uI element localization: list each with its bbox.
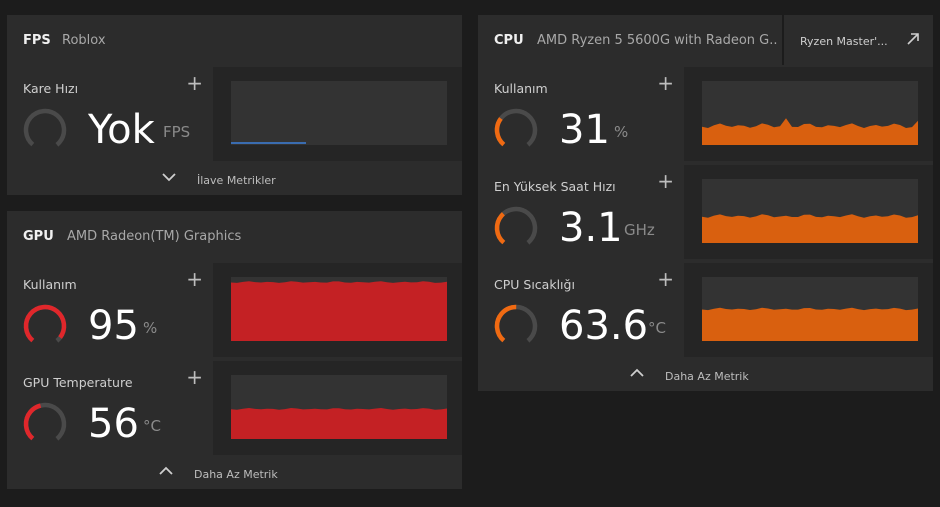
fps-header: FPS Roblox: [7, 15, 462, 65]
cpu-footer-label: Daha Az Metrik: [665, 370, 749, 383]
metric-label: Kullanım: [23, 277, 77, 292]
gpu-metric-row-usage: Kullanım + 95 %: [7, 263, 462, 357]
cpu-header: CPU AMD Ryzen 5 5600G with Radeon G...: [478, 15, 782, 65]
cpu-temp-graph: [702, 277, 918, 341]
chevron-up-icon: [159, 466, 173, 475]
ryzen-master-label: Ryzen Master'...: [800, 35, 888, 48]
gauge-icon: [494, 108, 538, 152]
metric-value: 3.1: [559, 205, 623, 251]
cpu-subtitle: AMD Ryzen 5 5600G with Radeon G...: [537, 33, 777, 48]
metric-value: Yok: [88, 107, 155, 153]
external-link-icon: [907, 33, 919, 45]
cpu-usage-graph: [702, 81, 918, 145]
gpu-panel: GPU AMD Radeon(TM) Graphics Kullanım + 9…: [7, 211, 462, 489]
cpu-panel: CPU AMD Ryzen 5 5600G with Radeon G... R…: [478, 15, 933, 391]
metric-value: 63.6: [559, 303, 649, 349]
metric-label: Kullanım: [494, 81, 548, 96]
gpu-usage-card[interactable]: Kullanım + 95 %: [7, 263, 213, 357]
fps-panel: FPS Roblox Kare Hızı + Yok FPS İlave Met…: [7, 15, 462, 195]
add-icon[interactable]: +: [186, 71, 203, 95]
metric-unit: °C: [143, 417, 161, 435]
cpu-title: CPU: [494, 33, 524, 48]
metric-label: En Yüksek Saat Hızı: [494, 179, 616, 194]
metric-unit: GHz: [624, 221, 655, 239]
cpu-metric-row-clock: En Yüksek Saat Hızı + 3.1 GHz: [478, 165, 933, 259]
metric-unit: %: [614, 123, 629, 141]
metric-value: 56: [88, 401, 139, 447]
metric-label: CPU Sıcaklığı: [494, 277, 575, 292]
add-icon[interactable]: +: [657, 267, 674, 291]
gpu-temp-card[interactable]: GPU Temperature + 56 °C: [7, 361, 213, 455]
cpu-metric-row-usage: Kullanım + 31 %: [478, 67, 933, 161]
gpu-usage-graph: [231, 277, 447, 341]
cpu-clock-graph: [702, 179, 918, 243]
add-icon[interactable]: +: [186, 267, 203, 291]
metric-value: 95: [88, 303, 139, 349]
fps-footer-label: İlave Metrikler: [197, 174, 276, 187]
chevron-up-icon: [630, 368, 644, 377]
gpu-header: GPU AMD Radeon(TM) Graphics: [7, 211, 462, 261]
fps-metric-row: Kare Hızı + Yok FPS: [7, 67, 462, 161]
fps-title: FPS: [23, 33, 51, 48]
fps-metric-card[interactable]: Kare Hızı + Yok FPS: [7, 67, 213, 161]
cpu-metric-row-temp: CPU Sıcaklığı + 63.6 °C: [478, 263, 933, 357]
gauge-icon: [494, 304, 538, 348]
gauge-icon: [23, 108, 67, 152]
metric-unit: %: [143, 319, 158, 337]
add-icon[interactable]: +: [657, 71, 674, 95]
gpu-temp-graph: [231, 375, 447, 439]
cpu-clock-card[interactable]: En Yüksek Saat Hızı + 3.1 GHz: [478, 165, 684, 259]
metric-value: 31: [559, 107, 610, 153]
cpu-usage-card[interactable]: Kullanım + 31 %: [478, 67, 684, 161]
chevron-down-icon: [162, 173, 176, 182]
add-icon[interactable]: +: [186, 365, 203, 389]
gpu-footer-toggle[interactable]: Daha Az Metrik: [7, 457, 462, 489]
gpu-subtitle: AMD Radeon(TM) Graphics: [67, 229, 242, 244]
fps-footer-toggle[interactable]: İlave Metrikler: [7, 163, 462, 195]
gpu-title: GPU: [23, 229, 54, 244]
gpu-metric-row-temp: GPU Temperature + 56 °C: [7, 361, 462, 455]
add-icon[interactable]: +: [657, 169, 674, 193]
metric-label: GPU Temperature: [23, 375, 133, 390]
metric-unit: °C: [648, 319, 666, 337]
metric-label: Kare Hızı: [23, 81, 79, 96]
metric-unit: FPS: [163, 123, 191, 141]
gauge-icon: [23, 304, 67, 348]
ryzen-master-button[interactable]: Ryzen Master'...: [784, 15, 933, 65]
gauge-icon: [494, 206, 538, 250]
fps-subtitle: Roblox: [62, 33, 106, 48]
gpu-footer-label: Daha Az Metrik: [194, 468, 278, 481]
cpu-temp-card[interactable]: CPU Sıcaklığı + 63.6 °C: [478, 263, 684, 357]
fps-graph: [231, 81, 447, 145]
gauge-icon: [23, 402, 67, 446]
cpu-footer-toggle[interactable]: Daha Az Metrik: [478, 359, 933, 391]
